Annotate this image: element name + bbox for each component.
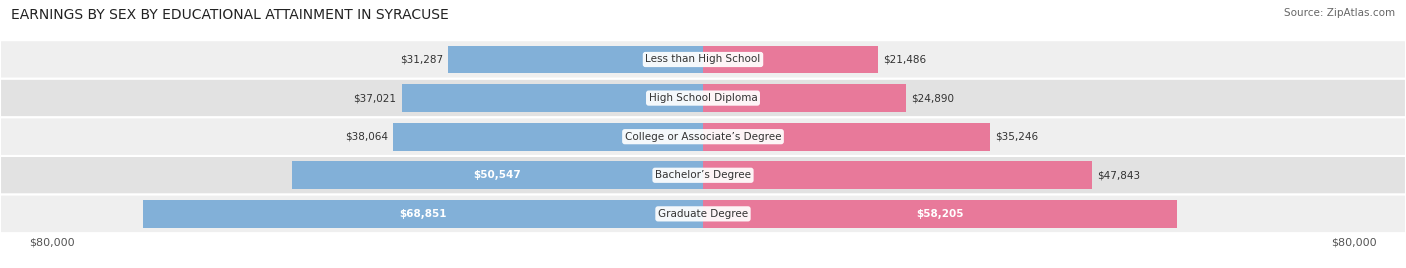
Text: $21,486: $21,486 [883, 54, 927, 65]
Text: $31,287: $31,287 [401, 54, 443, 65]
Text: Bachelor’s Degree: Bachelor’s Degree [655, 170, 751, 180]
FancyBboxPatch shape [0, 117, 1406, 156]
Text: High School Diploma: High School Diploma [648, 93, 758, 103]
FancyBboxPatch shape [0, 79, 1406, 117]
Text: $50,547: $50,547 [474, 170, 522, 180]
Bar [394, 123, 703, 151]
Text: $68,851: $68,851 [399, 209, 447, 219]
Text: $47,843: $47,843 [1098, 170, 1140, 180]
Text: $58,205: $58,205 [917, 209, 963, 219]
Bar [703, 46, 877, 73]
FancyBboxPatch shape [0, 156, 1406, 195]
FancyBboxPatch shape [0, 40, 1406, 79]
Bar [402, 84, 703, 112]
Text: $37,021: $37,021 [353, 93, 396, 103]
Text: $38,064: $38,064 [344, 132, 388, 142]
Text: Source: ZipAtlas.com: Source: ZipAtlas.com [1284, 8, 1395, 18]
Bar [703, 200, 1177, 228]
Text: EARNINGS BY SEX BY EDUCATIONAL ATTAINMENT IN SYRACUSE: EARNINGS BY SEX BY EDUCATIONAL ATTAINMEN… [11, 8, 449, 22]
Bar [449, 46, 703, 73]
Text: College or Associate’s Degree: College or Associate’s Degree [624, 132, 782, 142]
Bar [703, 123, 990, 151]
Text: $24,890: $24,890 [911, 93, 953, 103]
FancyBboxPatch shape [0, 195, 1406, 233]
Bar [703, 161, 1092, 189]
Bar [291, 161, 703, 189]
Text: Less than High School: Less than High School [645, 54, 761, 65]
Bar [703, 84, 905, 112]
Text: Graduate Degree: Graduate Degree [658, 209, 748, 219]
Bar [143, 200, 703, 228]
Text: $35,246: $35,246 [995, 132, 1038, 142]
